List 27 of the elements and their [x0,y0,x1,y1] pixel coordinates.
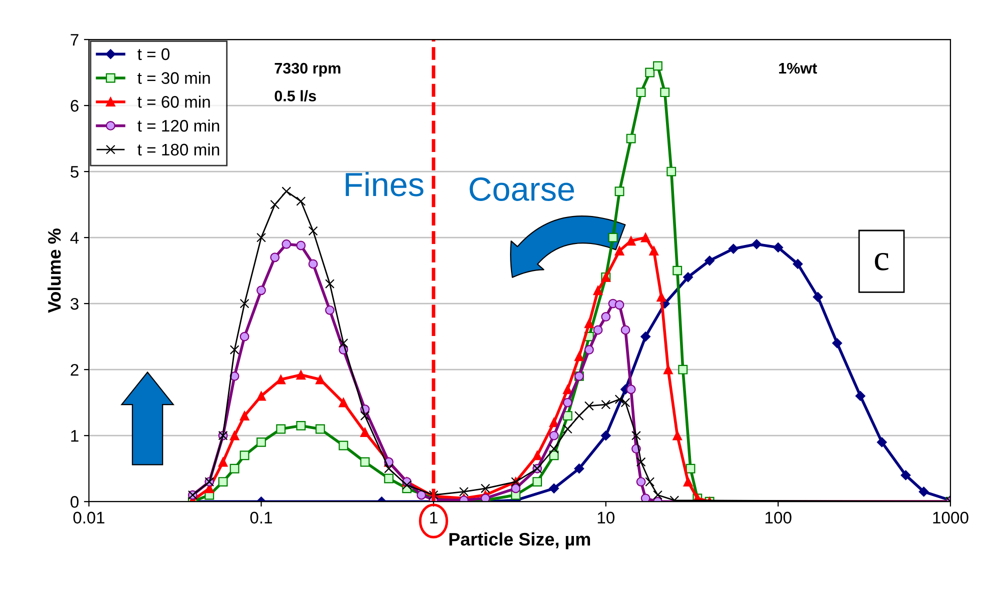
annotation: 7330 rpm [274,62,340,77]
x-tick-label: 0.1 [250,512,272,524]
x-tick-label: 100 [766,512,792,524]
annotation: c [874,252,888,270]
y-tick-label: 2 [70,364,78,376]
annotation: 1%wt [779,62,818,74]
y-tick-label: 3 [70,298,78,310]
annotation: Coarse [470,177,574,201]
annotation: Fines [346,172,424,196]
legend-label: t = 60 min [138,96,210,108]
y-tick-label: 0 [70,496,79,508]
y-tick-label: 1 [71,430,78,442]
annotation: 0.5 l/s [274,90,316,102]
legend-label: t = 0 [138,48,170,60]
legend-label: t = 180 min [138,143,220,156]
x-axis-title: Particle Size, µm [449,532,590,550]
legend-label: t = 120 min [138,119,220,132]
y-tick-label: 5 [70,166,78,178]
y-tick-label: 6 [70,100,78,112]
y-tick-label: 4 [70,232,79,244]
legend-label: t = 30 min [138,72,210,84]
x-tick-label: 1000 [933,512,968,524]
x-tick-label: 0.01 [73,512,104,524]
x-tick-label: 10 [598,512,614,524]
x-tick-label: 1 [430,512,438,524]
y-tick-label: 7 [70,34,78,46]
y-axis-title: Volume % [48,228,61,313]
